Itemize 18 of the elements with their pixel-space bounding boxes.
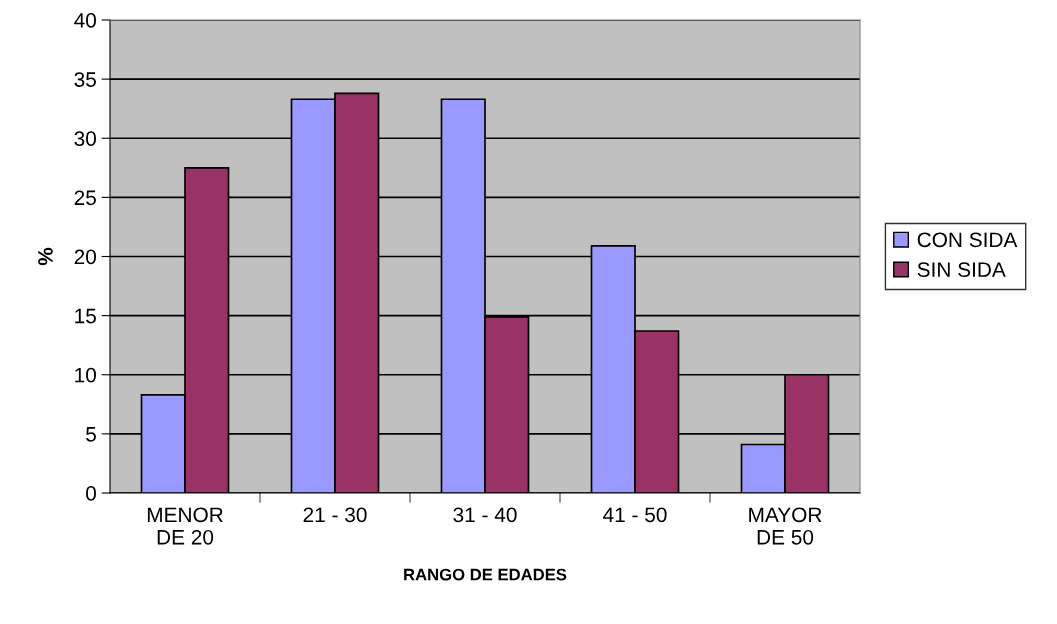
y-tick-label: 35 <box>74 72 96 87</box>
y-tick-label: 20 <box>74 249 96 265</box>
x-tick-label: 41 - 50 <box>603 507 667 523</box>
y-tick-label: 25 <box>74 190 96 206</box>
x-tick-label: MAYOR DE 50 <box>749 507 822 545</box>
y-tick-label: 15 <box>75 308 96 324</box>
x-tick-label: 21 - 30 <box>303 507 367 523</box>
x-axis-title: RANGO DE EDADES <box>404 568 567 581</box>
y-tick-label: 30 <box>74 131 96 146</box>
y-tick-label: 5 <box>86 427 96 442</box>
y-tick-label: 10 <box>75 367 96 383</box>
y-tick-label: 0 <box>86 486 96 501</box>
y-tick-label: 40 <box>74 13 96 28</box>
x-tick-label: MENOR DE 20 <box>147 507 223 545</box>
x-tick-label: 31 - 40 <box>453 507 517 523</box>
legend-label: SIN SIDA <box>917 262 1006 278</box>
y-axis-title: % <box>38 247 53 266</box>
legend-label: CON SIDA <box>917 232 1018 248</box>
